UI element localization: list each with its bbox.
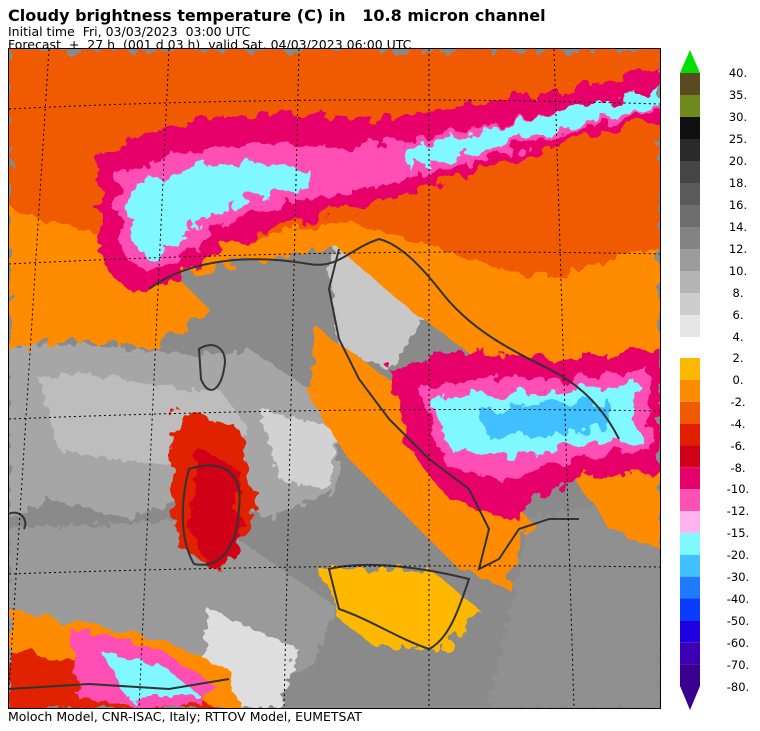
colorbar-swatch <box>680 293 700 315</box>
colorbar-tick-label: 35. <box>728 88 748 102</box>
colorbar-tick-label: 18. <box>728 176 748 190</box>
colorbar-tick-label: 6. <box>732 308 744 322</box>
header: Cloudy brightness temperature (C) in 10.… <box>8 6 546 51</box>
colorbar-swatch <box>680 467 700 490</box>
colorbar-swatch <box>680 205 700 227</box>
colorbar-tick-label: 10. <box>728 264 748 278</box>
colorbar-swatch <box>680 95 700 117</box>
colorbar-tick-label: -6. <box>730 438 746 453</box>
colorbar-swatch <box>680 423 700 446</box>
colorbar-tick-label: 8. <box>732 286 744 300</box>
colorbar-tick-label: 16. <box>728 198 748 212</box>
colorbar-swatch <box>680 117 700 139</box>
colorbar-tick-label: -40. <box>726 591 750 606</box>
colorbar-tick-label: -10. <box>726 482 750 497</box>
colorbar-swatch <box>680 642 700 665</box>
colorbar-swatch <box>680 576 700 599</box>
cloud-field-cold <box>69 69 660 708</box>
colorbar-swatch <box>680 73 700 95</box>
colorbar-tick-label: -30. <box>726 570 750 584</box>
colorbar-swatch <box>680 358 700 380</box>
colorbar-tick-label: -80. <box>726 679 750 694</box>
colorbar-upper <box>680 73 700 337</box>
colorbar-swatch <box>680 445 700 468</box>
colorbar-swatch <box>680 511 700 533</box>
colorbar-swatch <box>680 554 700 577</box>
colorbar-tick-label: 12. <box>728 242 748 256</box>
map-title: Cloudy brightness temperature (C) in 10.… <box>8 6 546 25</box>
colorbar-tick-label: 25. <box>728 132 748 146</box>
coastlines <box>9 237 620 691</box>
colorbar-swatch <box>680 139 700 161</box>
colorbar-lower <box>680 358 700 686</box>
colorbar-swatch <box>680 315 700 337</box>
forecast-time-label: Forecast + 27 h (001 d 03 h) valid Sat, … <box>8 37 412 52</box>
colorbar-swatch <box>680 532 700 555</box>
colorbar-tick-label: -70. <box>726 657 750 672</box>
colorbar-swatch <box>680 183 700 205</box>
colorbar-tick-label: 40. <box>728 66 748 80</box>
colorbar-bottom-arrow <box>680 686 700 710</box>
colorbar-tick-label: 30. <box>728 110 748 124</box>
colorbar-swatch <box>680 401 700 424</box>
colorbar-tick-label: -8. <box>730 460 746 475</box>
colorbar-swatch <box>680 379 700 402</box>
colorbar-swatch <box>680 489 700 512</box>
colorbar-tick-label: 20. <box>728 154 748 168</box>
colorbar-tick-label: -12. <box>726 504 750 519</box>
colorbar-tick-label: -4. <box>730 416 746 431</box>
colorbar-swatch <box>680 249 700 271</box>
colorbar-top-arrow <box>680 50 700 73</box>
colorbar-tick-label: 2. <box>732 351 744 365</box>
colorbar-swatch <box>680 161 700 183</box>
footer-credits: Moloch Model, CNR-ISAC, Italy; RTTOV Mod… <box>8 709 362 724</box>
colorbar-tick-label: 0. <box>732 372 744 387</box>
map-panel <box>8 48 661 709</box>
colorbar-swatch <box>680 664 700 686</box>
colorbar-tick-label: -15. <box>726 526 750 541</box>
colorbar-tick-label: 14. <box>728 220 748 234</box>
colorbar-tick-label: -60. <box>726 635 750 650</box>
colorbar-tick-label: -20. <box>726 548 750 563</box>
colorbar-tick-label: -50. <box>726 613 750 628</box>
brightness-temperature-map <box>9 49 660 708</box>
colorbar-tick-label: -2. <box>730 394 746 409</box>
colorbar-swatch <box>680 271 700 293</box>
colorbar-swatch <box>680 598 700 621</box>
colorbar-swatch <box>680 620 700 643</box>
initial-time-label: Initial time Fri, 03/03/2023 03:00 UTC <box>8 24 251 39</box>
colorbar <box>680 50 700 710</box>
colorbar-swatch <box>680 227 700 249</box>
colorbar-tick-label: 4. <box>732 330 744 344</box>
graticule <box>9 49 660 708</box>
